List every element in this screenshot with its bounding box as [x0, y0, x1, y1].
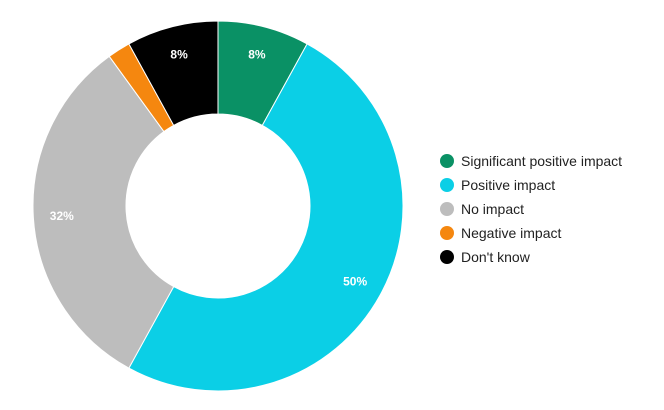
- legend-item-significant-positive-impact[interactable]: Significant positive impact: [440, 149, 622, 173]
- legend-swatch-icon: [440, 226, 454, 240]
- donut-slices: [32, 20, 404, 392]
- legend-swatch-icon: [440, 178, 454, 192]
- legend-label: No impact: [461, 201, 525, 217]
- donut-chart: 8% 50% 32% 8%: [32, 20, 404, 392]
- slice-no-impact[interactable]: [32, 55, 175, 369]
- legend-label: Don't know: [461, 249, 530, 265]
- legend-swatch-icon: [440, 250, 454, 264]
- data-label-significant-positive-impact: 8%: [248, 47, 266, 61]
- data-label-positive-impact: 50%: [343, 274, 367, 288]
- legend-swatch-icon: [440, 154, 454, 168]
- slice-positive-impact[interactable]: [128, 43, 404, 392]
- data-label-no-impact: 32%: [50, 209, 74, 223]
- legend-item-don-t-know[interactable]: Don't know: [440, 245, 622, 269]
- slice-labels: 8% 50% 32% 8%: [50, 47, 368, 288]
- legend-item-positive-impact[interactable]: Positive impact: [440, 173, 622, 197]
- legend-label: Negative impact: [461, 225, 562, 241]
- legend-item-negative-impact[interactable]: Negative impact: [440, 221, 622, 245]
- legend-label: Positive impact: [461, 177, 556, 193]
- legend-swatch-icon: [440, 202, 454, 216]
- slice-don-t-know[interactable]: [128, 20, 219, 127]
- legend-item-no-impact[interactable]: No impact: [440, 197, 622, 221]
- chart-legend: Significant positive impact Positive impa…: [440, 149, 622, 269]
- data-label-don-t-know: 8%: [170, 47, 188, 61]
- legend-label: Significant positive impact: [461, 153, 623, 169]
